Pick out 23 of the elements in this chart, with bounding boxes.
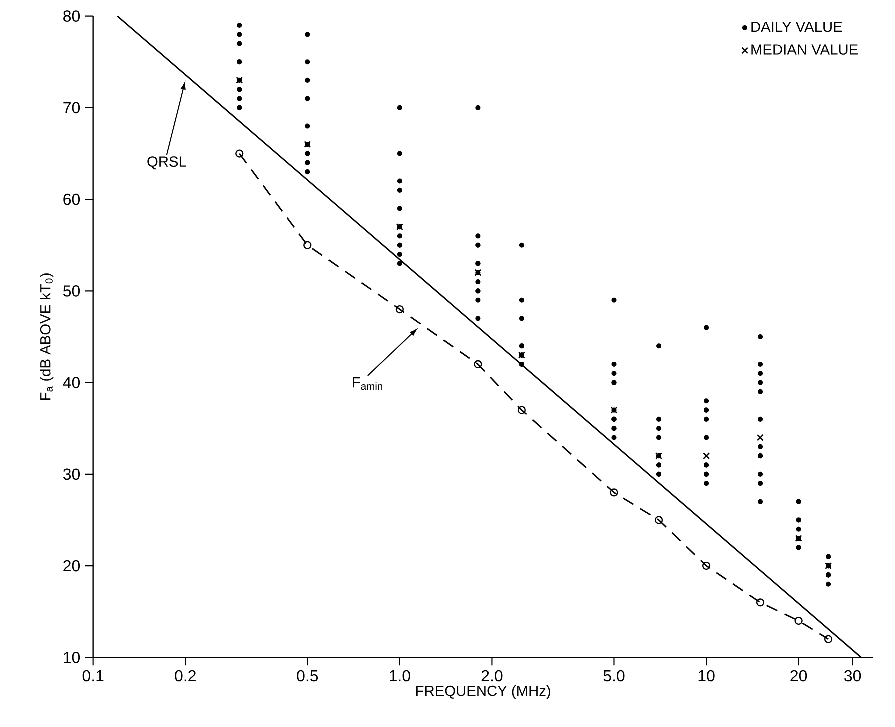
y-tick-label: 10: [64, 652, 80, 664]
x-tick-label: 10: [698, 670, 715, 682]
x-tick-label: 0.5: [297, 670, 318, 682]
y-axis-title: F$_{a}$ (dB ABOVE kT$_{0}$): [40, 274, 54, 400]
y-tick-label: 50: [64, 286, 80, 297]
x-tick-label: 2.0: [482, 670, 503, 682]
x-tick-label: 0.1: [82, 670, 104, 682]
legend-label: MEDIAN VALUE: [752, 44, 858, 55]
x-tick-label: 30: [844, 670, 862, 682]
y-tick-label: 80: [64, 10, 80, 22]
annotation: QRSL: [148, 156, 186, 170]
y-tick-label: 30: [63, 468, 80, 480]
x-tick-label: 1.0: [390, 670, 410, 682]
x-tick-label: 20: [790, 670, 808, 682]
legend-label: DAILY VALUE: [752, 22, 842, 32]
x-tick-label: 5.0: [604, 670, 625, 682]
x-tick-label: 0.2: [175, 670, 196, 682]
x-axis-title: FREQUENCY (MHz): [416, 686, 550, 700]
y-tick-label: 60: [64, 194, 80, 206]
y-tick-label: 70: [64, 102, 80, 114]
y-tick-label: 20: [64, 560, 80, 572]
annotation: F$_{amin}$: [353, 378, 382, 390]
y-tick-label: 40: [63, 377, 80, 388]
